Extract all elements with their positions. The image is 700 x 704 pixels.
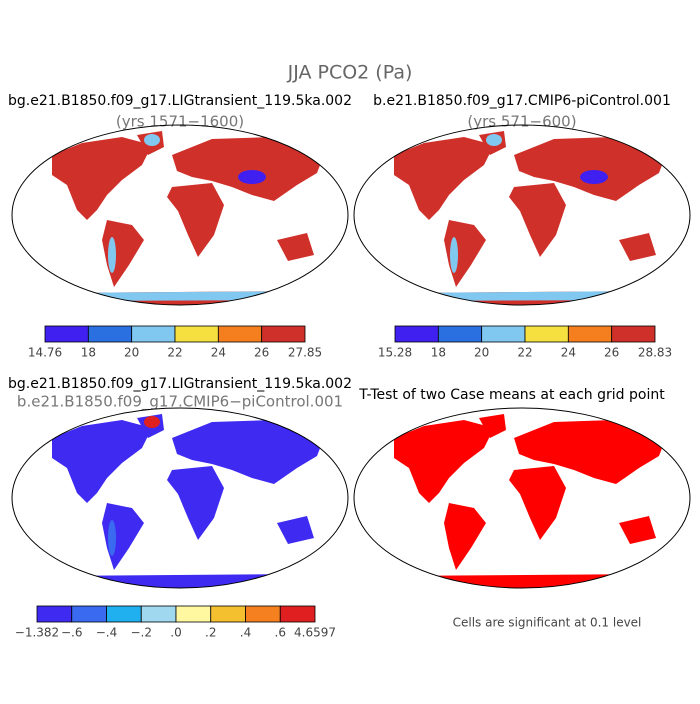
- colorbar-label: −.6: [61, 626, 83, 640]
- colorbar-box: [174, 325, 219, 343]
- colorbar-box: [279, 605, 316, 623]
- colorbar-label: 28.83: [638, 346, 672, 360]
- colorbar-box: [175, 605, 212, 623]
- colorbar-label: .2: [205, 626, 216, 640]
- colorbar-label: 15.28: [378, 346, 412, 360]
- colorbar-label: .0: [170, 626, 181, 640]
- colorbar-label: 26: [604, 346, 619, 360]
- figure-title: JJA PCO2 (Pa): [287, 62, 413, 84]
- colorbar-label: .4: [240, 626, 251, 640]
- colorbar-label: 27.85: [288, 346, 322, 360]
- colorbar-box: [567, 325, 613, 343]
- panel-title: bg.e21.B1850.f09_g17.LIGtransient_119.5k…: [8, 93, 352, 109]
- colorbar-box: [524, 325, 569, 343]
- colorbar-box: [394, 325, 439, 343]
- panel-title: bg.e21.B1850.f09_g17.LIGtransient_119.5k…: [8, 376, 352, 392]
- colorbar-label: 14.76: [28, 346, 62, 360]
- colorbar-label: −.4: [96, 626, 118, 640]
- colorbar-box: [71, 605, 107, 623]
- colorbar-box: [437, 325, 483, 343]
- panel-subtitle: (yrs 1571−1600): [116, 113, 244, 131]
- panel-title: T-Test of two Case means at each grid po…: [358, 387, 665, 403]
- colorbar-box: [44, 325, 89, 343]
- colorbar-box: [245, 605, 281, 623]
- colorbar-box: [106, 605, 142, 623]
- map: [353, 124, 691, 306]
- colorbar-label: −.2: [130, 626, 152, 640]
- colorbar-label: 4.6597: [294, 626, 336, 640]
- colorbar-label: 22: [517, 346, 532, 360]
- colorbar-box: [87, 325, 133, 343]
- colorbar-label: 26: [254, 346, 269, 360]
- colorbar-box: [481, 325, 526, 343]
- map: [353, 407, 691, 589]
- colorbar-label: 20: [124, 346, 139, 360]
- panel-subtitle: b.e21.B1850.f09_g17.CMIP6−piControl.001: [17, 393, 343, 412]
- colorbar-box: [261, 325, 306, 343]
- colorbar-box: [217, 325, 263, 343]
- map: [11, 407, 349, 589]
- colorbar-label: 18: [431, 346, 446, 360]
- colorbar-box: [36, 605, 73, 623]
- colorbar-box: [140, 605, 177, 623]
- colorbar-box: [210, 605, 246, 623]
- colorbar-label: 22: [167, 346, 182, 360]
- map: [11, 124, 349, 306]
- colorbar-label: 24: [561, 346, 576, 360]
- panel-title: b.e21.B1850.f09_g17.CMIP6-piControl.001: [373, 93, 671, 109]
- colorbar-label: −1.382: [15, 626, 59, 640]
- colorbar-label: 18: [81, 346, 96, 360]
- panel-note: Cells are significant at 0.1 level: [453, 616, 642, 630]
- colorbar-label: 20: [474, 346, 489, 360]
- colorbar-label: .6: [275, 626, 286, 640]
- colorbar-label: 24: [211, 346, 226, 360]
- colorbar-box: [131, 325, 176, 343]
- colorbar-box: [611, 325, 656, 343]
